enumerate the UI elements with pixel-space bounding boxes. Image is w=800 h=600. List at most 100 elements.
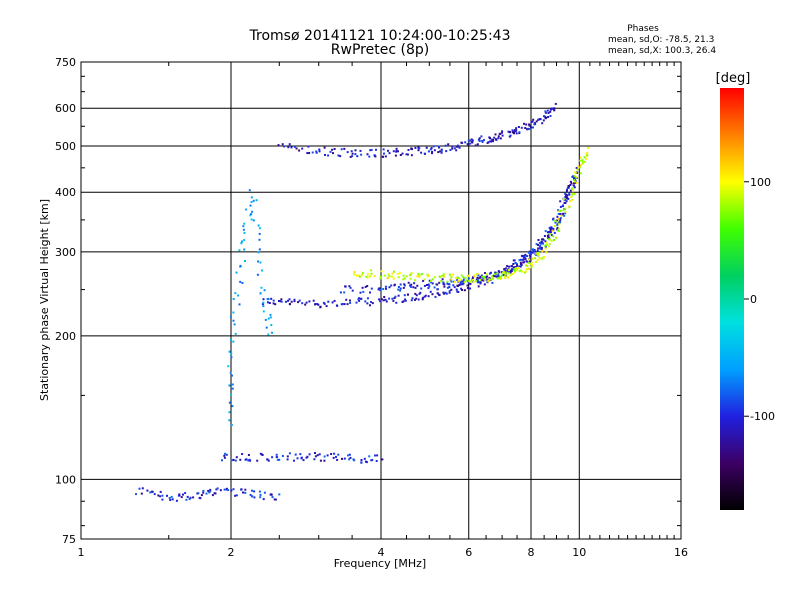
x-tick-label: 10 — [572, 546, 586, 559]
data-point — [270, 297, 273, 300]
data-point — [539, 118, 542, 121]
data-point — [572, 184, 575, 187]
data-point — [442, 283, 445, 286]
data-point — [383, 296, 386, 298]
data-point — [366, 153, 369, 156]
data-point — [573, 176, 576, 179]
data-point — [544, 247, 547, 250]
data-point — [324, 154, 326, 156]
data-point — [559, 213, 562, 216]
x-tick-label: 6 — [465, 546, 472, 559]
data-point — [424, 294, 427, 297]
data-point — [259, 496, 262, 499]
data-point — [542, 119, 545, 122]
data-point — [371, 302, 374, 305]
data-point — [388, 275, 391, 278]
data-point — [345, 298, 348, 301]
data-point — [390, 284, 393, 287]
data-point — [570, 182, 573, 185]
data-point — [585, 157, 588, 160]
data-point — [214, 492, 217, 495]
data-point — [232, 311, 235, 314]
data-point — [257, 251, 260, 254]
data-point — [257, 224, 260, 227]
data-point — [553, 225, 556, 227]
data-point — [575, 176, 578, 179]
data-point — [234, 292, 237, 295]
data-point — [378, 287, 381, 290]
data-point — [399, 287, 402, 290]
data-point — [426, 275, 429, 278]
data-point — [558, 221, 560, 224]
data-point — [265, 326, 268, 329]
data-point — [549, 228, 552, 231]
data-point — [171, 498, 174, 501]
data-point — [510, 270, 513, 272]
data-point — [564, 201, 567, 204]
data-point — [211, 494, 214, 497]
data-point — [161, 498, 164, 501]
data-point — [556, 215, 559, 218]
data-point — [360, 274, 363, 276]
data-point — [497, 135, 500, 138]
data-point — [507, 272, 510, 275]
data-point — [544, 110, 547, 113]
data-point — [180, 496, 183, 499]
data-point — [360, 459, 363, 461]
data-point — [564, 212, 567, 215]
data-point — [423, 278, 426, 281]
data-point — [513, 268, 516, 270]
data-point — [559, 200, 562, 203]
data-point — [450, 288, 453, 291]
data-point — [311, 151, 314, 154]
data-point — [506, 275, 509, 278]
data-point — [410, 285, 412, 288]
data-point — [451, 147, 454, 150]
data-point — [571, 187, 574, 190]
data-point — [356, 155, 359, 158]
data-point — [266, 298, 269, 301]
data-point — [532, 118, 535, 121]
data-point — [499, 137, 502, 140]
data-point — [551, 229, 554, 232]
plot-frame — [80, 61, 682, 540]
data-point — [382, 148, 385, 151]
data-point — [208, 491, 211, 494]
data-point — [418, 292, 421, 295]
data-point — [548, 231, 551, 233]
data-point — [341, 457, 343, 460]
data-point — [231, 405, 234, 408]
data-point — [192, 496, 195, 499]
data-point — [410, 283, 413, 286]
data-point — [308, 453, 311, 456]
data-point — [438, 293, 441, 296]
x-tick-label: 4 — [378, 546, 385, 559]
data-point — [513, 129, 516, 132]
data-point — [290, 300, 293, 303]
data-point — [294, 145, 296, 148]
data-point — [351, 155, 354, 158]
data-point — [343, 147, 346, 150]
data-point — [417, 272, 420, 275]
data-point — [528, 124, 531, 127]
data-point — [225, 488, 228, 491]
data-point — [507, 130, 510, 133]
data-point — [314, 455, 317, 458]
data-point — [399, 289, 402, 292]
data-point — [448, 290, 451, 293]
data-point — [566, 194, 569, 197]
data-point — [508, 269, 510, 272]
data-point — [534, 122, 536, 125]
data-point — [466, 287, 469, 289]
data-point — [577, 165, 580, 168]
data-point — [481, 275, 484, 278]
data-point — [280, 298, 283, 301]
data-point — [479, 278, 482, 281]
data-point — [422, 279, 425, 282]
data-point — [543, 235, 546, 237]
data-point — [544, 244, 547, 247]
data-point — [439, 275, 442, 278]
data-point — [221, 459, 223, 462]
data-point — [494, 271, 497, 274]
data-point — [509, 134, 512, 137]
